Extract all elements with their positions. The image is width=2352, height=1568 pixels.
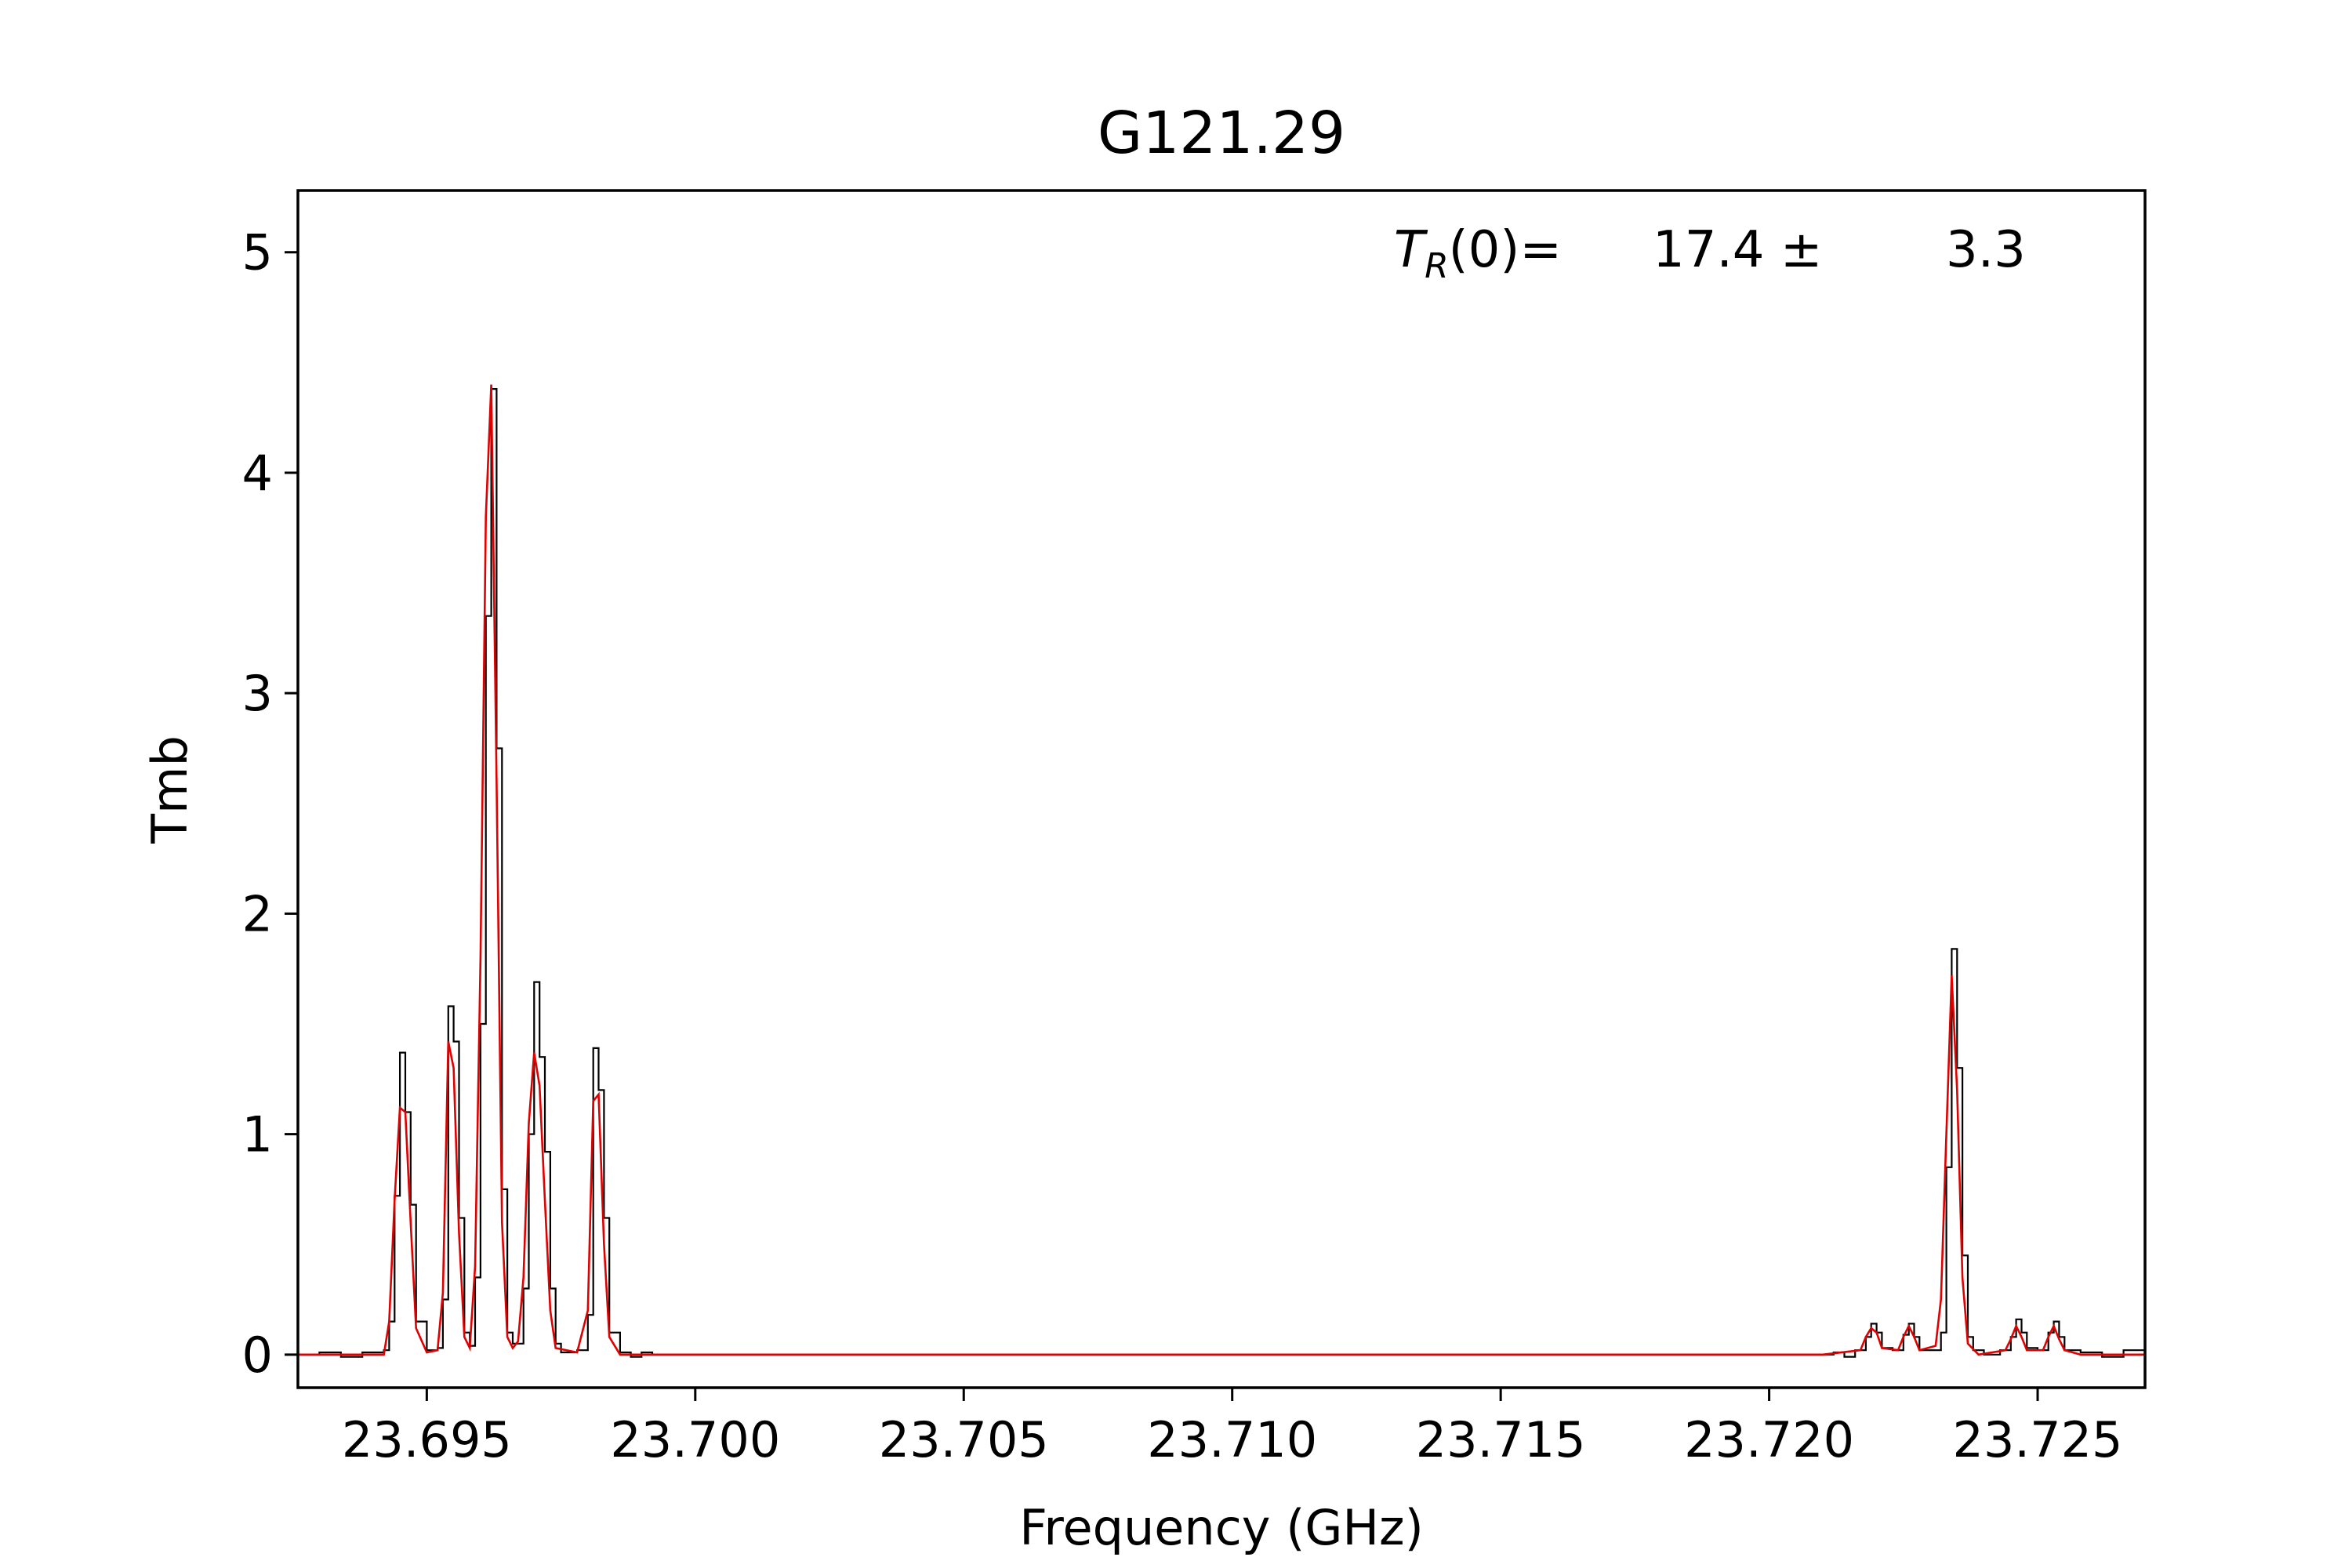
plot-area (298, 384, 2145, 1358)
series-layer (298, 384, 2145, 1358)
fit-series-line (298, 384, 2145, 1356)
x-tick-label: 23.710 (1147, 1411, 1317, 1468)
x-tick-label: 23.715 (1416, 1411, 1586, 1468)
x-tick-label: 23.725 (1953, 1411, 2123, 1468)
y-tick-label: 4 (242, 445, 273, 502)
annotation-symbol: T (1394, 221, 1428, 279)
y-tick-label: 2 (242, 885, 273, 942)
x-axis-label: Frequency (GHz) (1019, 1499, 1424, 1556)
annotation-label-rest: (0)= (1449, 221, 1562, 279)
y-axis-label: Tmb (141, 735, 198, 844)
annotation-value: 17.4 ± (1653, 221, 1822, 279)
x-tick-label: 23.705 (879, 1411, 1049, 1468)
x-tick-label: 23.700 (610, 1411, 780, 1468)
plot-frame (296, 189, 2147, 1389)
x-tick-label: 23.720 (1684, 1411, 1854, 1468)
chart-title: G121.29 (1098, 100, 1345, 167)
annotation-label: TR(0)= (1394, 221, 1562, 286)
x-axis: 23.695 23.700 23.705 23.710 23.715 23.720 23.7… (342, 1388, 2123, 1468)
observed-series-line (298, 388, 2145, 1358)
y-axis: 0 1 2 3 4 5 (242, 224, 298, 1384)
annotation-subscript: R (1425, 246, 1449, 286)
y-tick-label: 0 (242, 1327, 273, 1384)
y-tick-label: 3 (242, 665, 273, 722)
annotation-error: 3.3 (1946, 221, 2026, 279)
y-tick-label: 5 (242, 224, 273, 281)
y-tick-label: 1 (242, 1106, 273, 1163)
annotation-tr0: TR(0)= 17.4 ± 3.3 (1394, 221, 2026, 286)
x-tick-label: 23.695 (342, 1411, 512, 1468)
